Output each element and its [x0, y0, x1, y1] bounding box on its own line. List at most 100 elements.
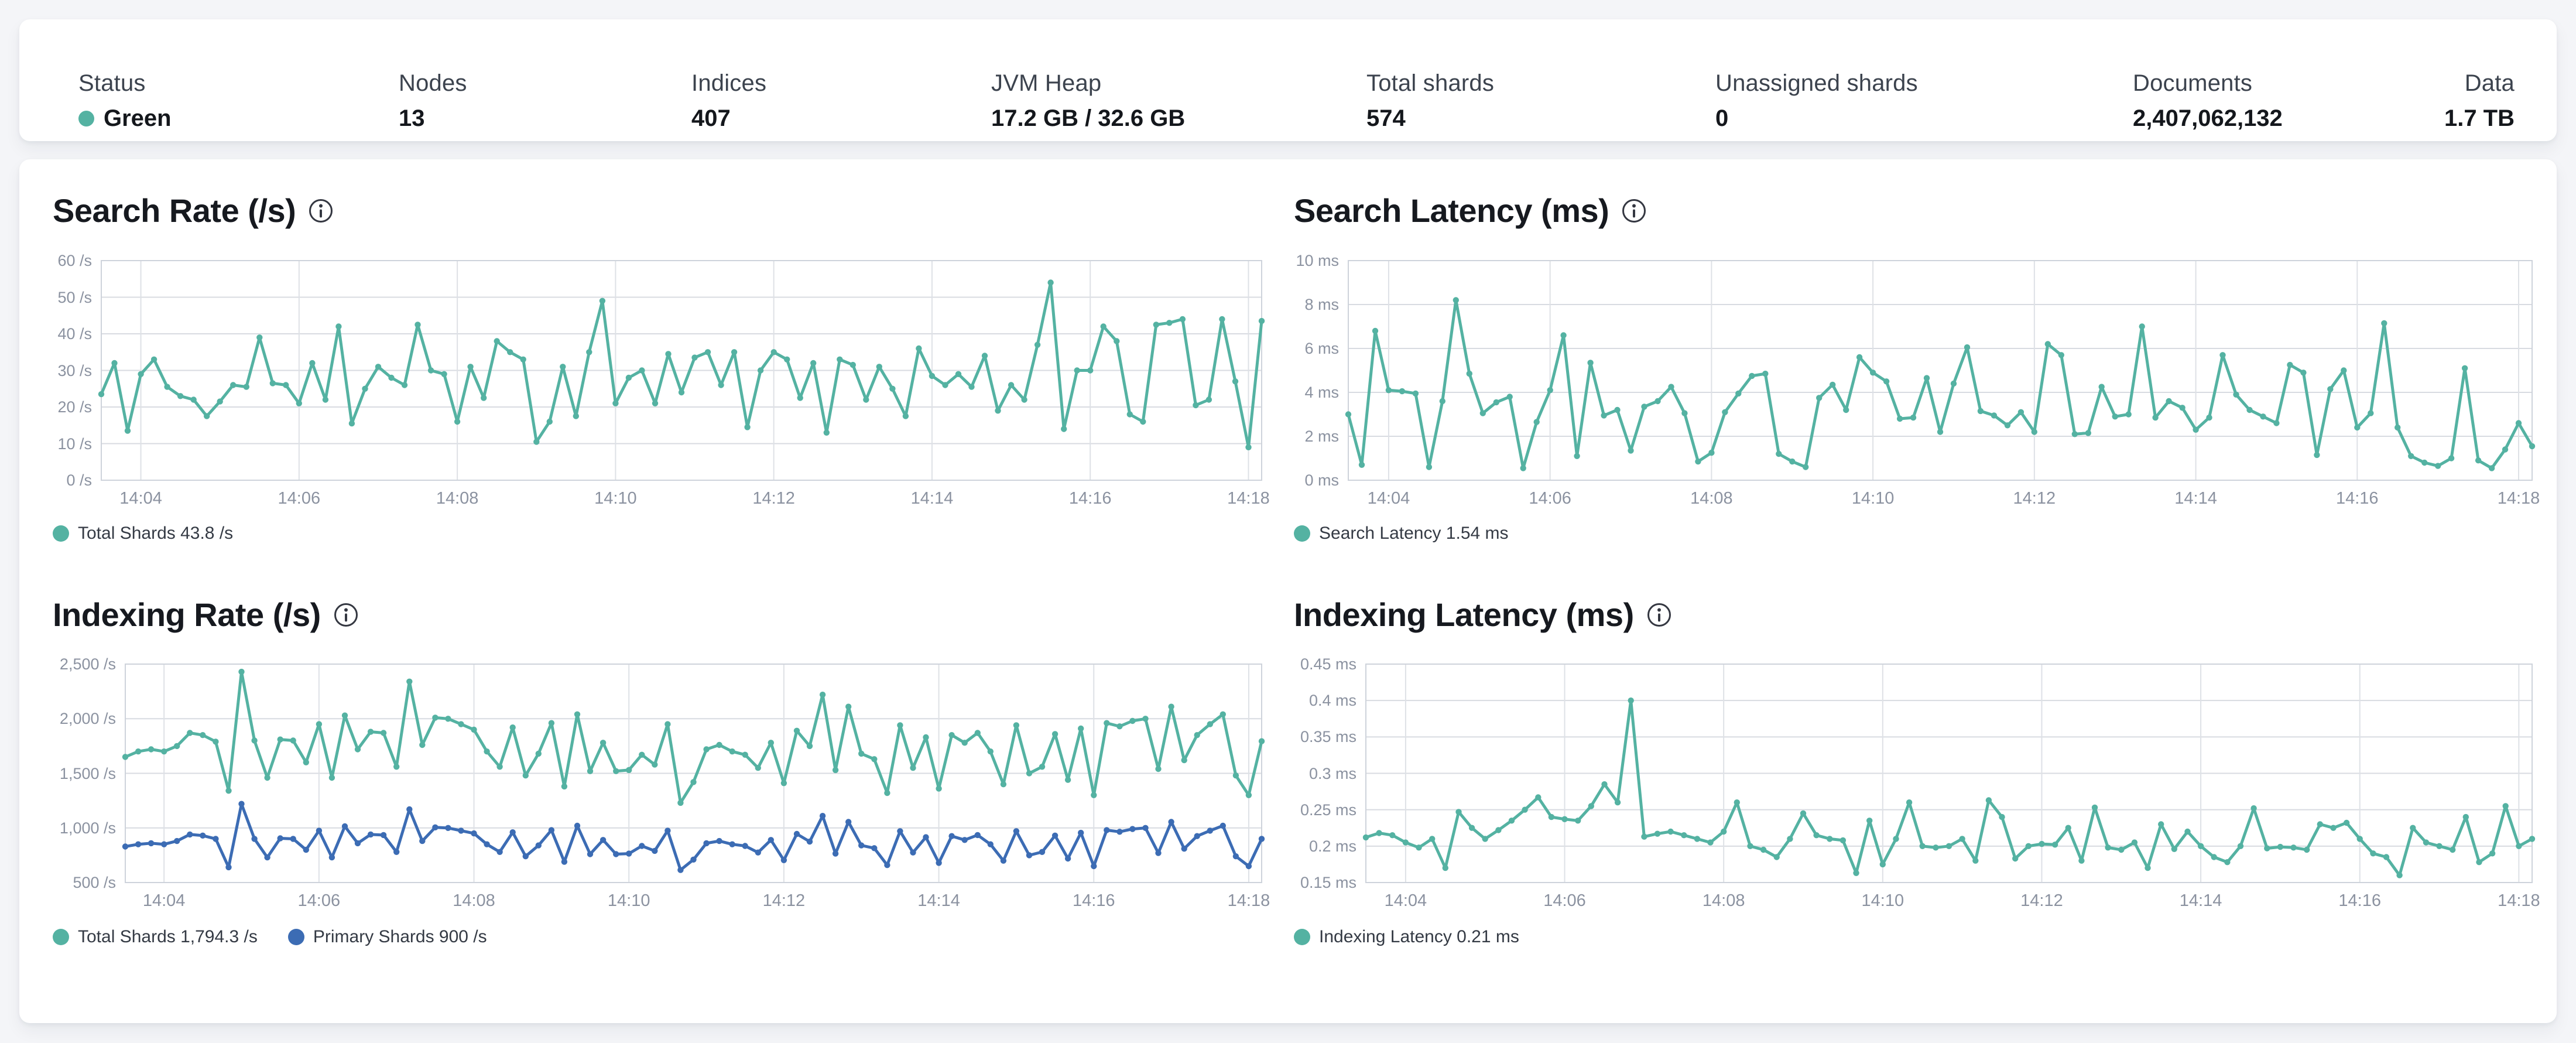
chart-legend: Indexing Latency 0.21 ms: [1294, 926, 1519, 948]
y-axis-tick-label: 2 ms: [1304, 428, 1339, 445]
metric-value: 0: [1715, 105, 1729, 131]
x-axis-tick-label: 14:06: [1543, 891, 1586, 910]
info-icon[interactable]: [1646, 601, 1673, 628]
metric-label: Status: [78, 70, 146, 96]
chart-title: Search Latency (ms): [1294, 192, 1609, 229]
y-axis-tick-label: 0 /s: [66, 471, 92, 489]
charts-card: [19, 159, 2557, 1023]
legend-label: Primary Shards 900 /s: [313, 927, 487, 946]
metric-label: Documents: [2133, 70, 2253, 96]
x-axis-tick-label: 14:10: [1861, 891, 1904, 910]
indexing-latency-title-row: Indexing Latency (ms): [1294, 597, 1673, 632]
metric-value: 13: [399, 105, 425, 131]
y-axis-tick-label: 0.45 ms: [1300, 655, 1356, 673]
chart-plot-area[interactable]: [122, 664, 1265, 883]
x-axis-tick-label: 14:04: [142, 891, 186, 910]
y-axis-tick-label: 0.3 ms: [1308, 764, 1356, 782]
search-rate-title-row: Search Rate (/s): [53, 193, 334, 228]
x-axis-tick-label: 14:08: [436, 489, 479, 508]
metric-label: JVM Heap: [991, 70, 1102, 96]
x-axis-tick-label: 14:04: [1384, 891, 1427, 910]
y-axis-tick-label: 1,500 /s: [59, 764, 116, 782]
x-axis-tick-label: 14:12: [2013, 489, 2056, 508]
metric-value: 17.2 GB / 32.6 GB: [991, 105, 1186, 131]
x-axis-tick-label: 14:16: [1068, 489, 1112, 508]
y-axis-tick-label: 8 ms: [1304, 296, 1339, 313]
x-axis-tick-label: 14:16: [2338, 891, 2381, 910]
y-axis-tick-label: 0.2 ms: [1308, 837, 1356, 855]
metric-label: Data: [2464, 70, 2515, 96]
chart-legend: Total Shards 43.8 /s: [53, 523, 233, 544]
x-axis-tick-label: 14:08: [1702, 891, 1745, 910]
x-axis-tick-label: 14:14: [917, 891, 960, 910]
info-icon[interactable]: [333, 601, 359, 628]
metric-value: 1.7 TB: [2444, 105, 2515, 131]
x-axis-tick-label: 14:18: [2498, 891, 2540, 910]
x-axis-tick-label: 14:10: [594, 489, 637, 508]
metric-nodes: Nodes 13: [399, 70, 467, 132]
metric-jvm-heap: JVM Heap 17.2 GB / 32.6 GB: [991, 70, 1185, 132]
legend-label: Total Shards 1,794.3 /s: [78, 927, 258, 946]
legend-series-dot-icon: [53, 929, 69, 945]
y-axis-tick-label: 10 /s: [57, 435, 92, 453]
metric-status: Status Green: [78, 70, 172, 132]
y-axis-tick-label: 40 /s: [57, 325, 92, 343]
x-axis-tick-label: 14:06: [1529, 489, 1571, 508]
x-axis-tick-label: 14:12: [752, 489, 795, 508]
x-axis-tick-label: 14:06: [278, 489, 321, 508]
x-axis-tick-label: 14:10: [1851, 489, 1895, 508]
legend-item: Total Shards 43.8 /s: [53, 523, 233, 544]
legend-series-dot-icon: [1294, 525, 1310, 542]
x-axis-tick-label: 14:12: [2020, 891, 2063, 910]
chart-plot-area[interactable]: [1362, 664, 2536, 883]
metric-label: Total shards: [1366, 70, 1495, 96]
info-icon[interactable]: [307, 197, 334, 224]
y-axis-tick-label: 0.4 ms: [1308, 692, 1356, 710]
chart-title: Indexing Latency (ms): [1294, 596, 1634, 633]
chart-plot-area[interactable]: [1345, 260, 2536, 481]
metric-total-shards: Total shards 574: [1366, 70, 1494, 132]
x-axis-tick-label: 14:14: [2179, 891, 2222, 910]
metric-indices: Indices 407: [691, 70, 766, 132]
y-axis-tick-label: 2,500 /s: [59, 655, 116, 673]
metric-data-size: Data 1.7 TB: [2444, 70, 2515, 132]
x-axis-tick-label: 14:16: [2335, 489, 2379, 508]
y-axis-tick-label: 20 /s: [57, 398, 92, 416]
chart-legend: Search Latency 1.54 ms: [1294, 523, 1509, 544]
metric-label: Unassigned shards: [1715, 70, 1918, 96]
legend-label: Indexing Latency 0.21 ms: [1319, 927, 1519, 946]
x-axis-tick-label: 14:12: [762, 891, 806, 910]
x-axis-tick-label: 14:08: [1690, 489, 1733, 508]
y-axis-tick-label: 10 ms: [1296, 252, 1339, 269]
metric-value: 574: [1366, 105, 1406, 131]
indexing-rate-title-row: Indexing Rate (/s): [53, 597, 359, 632]
legend-item: Indexing Latency 0.21 ms: [1294, 926, 1519, 948]
metric-value: Green: [78, 105, 172, 132]
x-axis-tick-label: 14:14: [2174, 489, 2217, 508]
legend-series-dot-icon: [287, 929, 304, 945]
y-axis-tick-label: 30 /s: [57, 361, 92, 379]
metric-value: 407: [691, 105, 731, 131]
y-axis-tick-label: 6 ms: [1304, 340, 1339, 357]
y-axis-tick-label: 0 ms: [1304, 471, 1339, 489]
x-axis-tick-label: 14:10: [607, 891, 650, 910]
x-axis-tick-label: 14:18: [1227, 489, 1270, 508]
chart-title: Indexing Rate (/s): [53, 596, 321, 633]
y-axis-tick-label: 1,000 /s: [59, 819, 116, 837]
chart-plot-area[interactable]: [98, 260, 1265, 481]
x-axis-tick-label: 14:08: [453, 891, 495, 910]
y-axis-tick-label: 50 /s: [57, 288, 92, 306]
y-axis-tick-label: 0.15 ms: [1300, 874, 1356, 891]
x-axis-tick-label: 14:06: [297, 891, 341, 910]
legend-item: Primary Shards 900 /s: [287, 926, 487, 948]
y-axis-tick-label: 4 ms: [1304, 384, 1339, 401]
y-axis-tick-label: 500 /s: [73, 874, 116, 891]
metric-unassigned-shards: Unassigned shards 0: [1715, 70, 1918, 132]
info-icon[interactable]: [1621, 197, 1647, 224]
status-text: Green: [104, 105, 172, 131]
metric-label: Nodes: [399, 70, 467, 96]
legend-series-dot-icon: [53, 525, 69, 542]
status-health-icon: [78, 110, 94, 126]
chart-legend: Total Shards 1,794.3 /s Primary Shards 90…: [53, 926, 487, 948]
